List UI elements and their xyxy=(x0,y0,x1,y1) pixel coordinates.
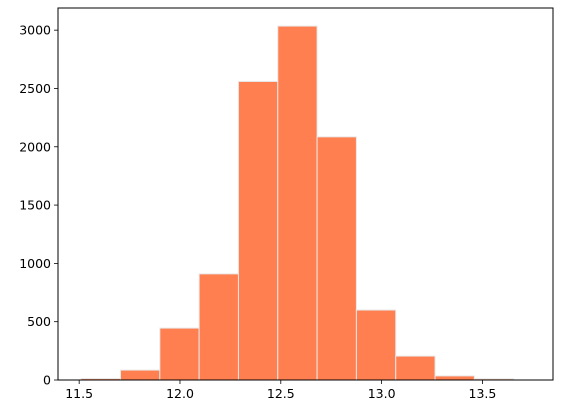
x-tick-label-2: 12.5 xyxy=(267,386,295,401)
y-tick-label-3: 1500 xyxy=(19,198,51,213)
histogram-bar-7 xyxy=(355,309,397,381)
histogram-bar-1 xyxy=(120,369,161,381)
x-tick-label-1: 12.0 xyxy=(166,386,194,401)
y-axis: 0 500 1000 1500 2000 2500 3000 xyxy=(19,23,58,388)
histogram-bar-8 xyxy=(395,355,436,381)
x-tick-label-0: 11.5 xyxy=(65,386,93,401)
y-tick-label-0: 0 xyxy=(43,373,51,388)
y-tick-label-1: 500 xyxy=(27,314,51,329)
x-tick-label-4: 13.5 xyxy=(469,386,497,401)
histogram-bar-9 xyxy=(434,375,475,381)
histogram-bar-2 xyxy=(159,327,200,381)
y-tick-label-2: 1000 xyxy=(19,256,51,271)
bars-group xyxy=(80,25,515,381)
plot-frame xyxy=(57,7,554,381)
histogram-bar-3 xyxy=(198,273,239,381)
histogram-bar-4 xyxy=(237,80,279,381)
y-tick-label-5: 2500 xyxy=(19,81,51,96)
histogram-bar-5 xyxy=(277,25,318,381)
y-tick-label-6: 3000 xyxy=(19,23,51,38)
histogram-bar-6 xyxy=(316,136,357,381)
x-axis: 11.5 12.0 12.5 13.0 13.5 xyxy=(65,380,496,401)
x-tick-label-3: 13.0 xyxy=(368,386,396,401)
y-tick-label-4: 2000 xyxy=(19,139,51,154)
